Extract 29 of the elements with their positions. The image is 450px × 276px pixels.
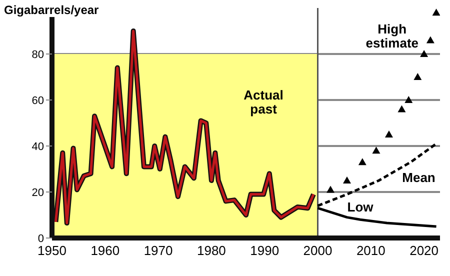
series-label: High estimate [366,21,419,50]
series-label: Mean [402,170,436,186]
point [384,130,393,138]
point [432,8,440,16]
point [326,186,335,193]
y-tick-label: 60 [32,94,44,107]
x-tick-label: 1990 [250,243,280,258]
y-tick-label: 20 [32,186,44,199]
point [404,96,413,103]
x-tick-label: 2020 [410,243,439,258]
y-tick-label: 40 [32,140,44,153]
y-tick-label: 0 [38,232,44,245]
point [358,158,366,166]
x-tick-label: 1970 [144,243,173,258]
text: Actual past [244,87,284,116]
point [398,105,406,112]
x-tick-label: 2010 [356,243,386,258]
x-tick-label: 1950 [38,243,66,258]
x-tick-label: 1960 [90,243,120,258]
y-tick-label: 80 [32,48,44,61]
point [342,176,351,184]
y-axis-title: Gigabarrels/year [4,3,99,17]
point [414,73,422,80]
point [420,50,428,57]
x-tick-label: 2000 [303,243,332,258]
x-tick-label: 1980 [196,243,226,258]
point [426,36,434,44]
point [372,146,380,154]
series-label: Low [347,200,374,215]
